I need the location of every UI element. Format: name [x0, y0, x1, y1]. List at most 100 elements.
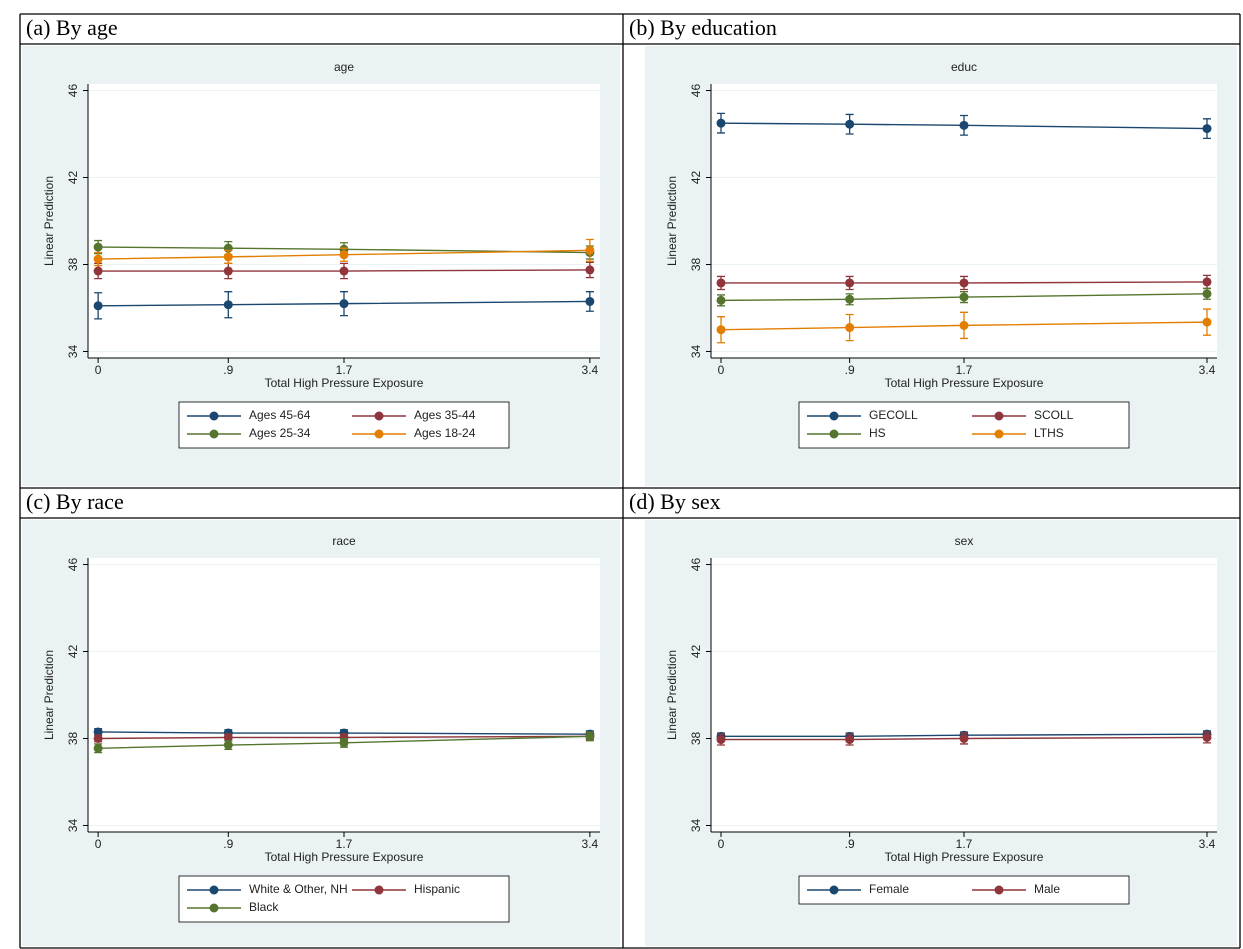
legend-label: SCOLL — [1034, 408, 1074, 422]
x-tick-label: .9 — [223, 837, 233, 851]
marker — [1202, 317, 1212, 327]
marker — [845, 735, 855, 745]
marker — [93, 266, 103, 276]
legend-marker — [374, 885, 384, 895]
chart-title: race — [332, 534, 356, 548]
x-axis-label: Total High Pressure Exposure — [885, 850, 1044, 864]
series-line — [720, 321, 1207, 331]
x-tick-label: 3.4 — [582, 363, 599, 377]
y-axis-label: Linear Prediction — [665, 176, 679, 266]
marker — [845, 294, 855, 304]
series-line — [721, 293, 1207, 302]
y-tick-label: 42 — [66, 171, 80, 185]
series-line — [721, 736, 1207, 741]
marker — [716, 735, 726, 745]
series-line — [98, 300, 590, 307]
marker — [716, 325, 726, 335]
x-tick-label: 1.7 — [956, 837, 973, 851]
legend-box — [798, 401, 1130, 449]
chart-title: sex — [955, 534, 974, 548]
marker — [93, 743, 103, 753]
legend-label: Ages 35-44 — [414, 408, 476, 422]
panel-label: (b) By education — [629, 15, 777, 40]
y-tick-label: 42 — [689, 645, 703, 659]
marker — [585, 296, 595, 306]
panel-label: (d) By sex — [629, 489, 721, 514]
y-axis-label: Linear Prediction — [665, 650, 679, 740]
x-tick-label: 0 — [95, 837, 102, 851]
panel-label: (a) By age — [26, 15, 118, 40]
legend-label: Male — [1034, 882, 1060, 896]
legend-box — [178, 875, 510, 923]
marker — [585, 245, 595, 255]
marker — [339, 250, 349, 260]
y-tick-label: 46 — [689, 558, 703, 572]
y-tick-label: 34 — [689, 344, 703, 358]
legend-marker — [829, 411, 839, 421]
legend-label: LTHS — [1034, 426, 1064, 440]
series-line — [98, 731, 590, 735]
x-tick-label: 0 — [718, 363, 725, 377]
legend-label: Ages 25-34 — [249, 426, 311, 440]
x-tick-label: .9 — [845, 363, 855, 377]
y-tick-label: 34 — [66, 344, 80, 358]
marker — [1202, 289, 1212, 299]
marker — [845, 119, 855, 129]
marker — [93, 733, 103, 743]
y-tick-label: 38 — [689, 257, 703, 271]
legend-marker — [829, 885, 839, 895]
chart-title: age — [334, 60, 354, 74]
marker — [1202, 732, 1212, 742]
y-tick-label: 46 — [689, 84, 703, 98]
x-axis-label: Total High Pressure Exposure — [265, 376, 424, 390]
y-tick-label: 38 — [66, 257, 80, 271]
x-tick-label: 0 — [95, 363, 102, 377]
marker — [339, 266, 349, 276]
plot-area — [711, 558, 1217, 832]
legend-marker — [829, 429, 839, 439]
legend-marker — [209, 411, 219, 421]
x-tick-label: .9 — [223, 363, 233, 377]
y-tick-label: 38 — [66, 731, 80, 745]
marker — [845, 323, 855, 333]
marker — [223, 252, 233, 262]
marker — [716, 278, 726, 288]
marker — [959, 320, 969, 330]
x-axis-label: Total High Pressure Exposure — [265, 850, 424, 864]
chart-title: educ — [951, 60, 977, 74]
y-tick-label: 46 — [66, 558, 80, 572]
legend-label: Black — [249, 900, 279, 914]
y-tick-label: 42 — [66, 645, 80, 659]
y-tick-label: 34 — [66, 818, 80, 832]
legend-box — [178, 401, 510, 449]
marker — [716, 118, 726, 128]
marker — [223, 300, 233, 310]
marker — [93, 301, 103, 311]
marker — [585, 265, 595, 275]
series-line — [98, 735, 590, 749]
legend-marker — [994, 885, 1004, 895]
marker — [716, 295, 726, 305]
legend-label: HS — [869, 426, 886, 440]
legend-marker — [994, 429, 1004, 439]
x-tick-label: 1.7 — [336, 363, 353, 377]
marker — [223, 266, 233, 276]
legend-label: Ages 45-64 — [249, 408, 311, 422]
y-tick-label: 34 — [689, 818, 703, 832]
x-tick-label: 1.7 — [956, 363, 973, 377]
marker — [959, 120, 969, 130]
marker — [959, 733, 969, 743]
marker — [585, 731, 595, 741]
x-axis-label: Total High Pressure Exposure — [885, 376, 1044, 390]
marker — [93, 727, 103, 737]
y-tick-label: 38 — [689, 731, 703, 745]
plot-area — [88, 558, 600, 832]
series-line — [98, 246, 590, 254]
legend-label: GECOLL — [869, 408, 918, 422]
series-line — [721, 281, 1207, 284]
legend-label: White & Other, NH — [249, 882, 348, 896]
y-axis-label: Linear Prediction — [42, 176, 56, 266]
legend-label: Hispanic — [414, 882, 460, 896]
marker — [223, 740, 233, 750]
